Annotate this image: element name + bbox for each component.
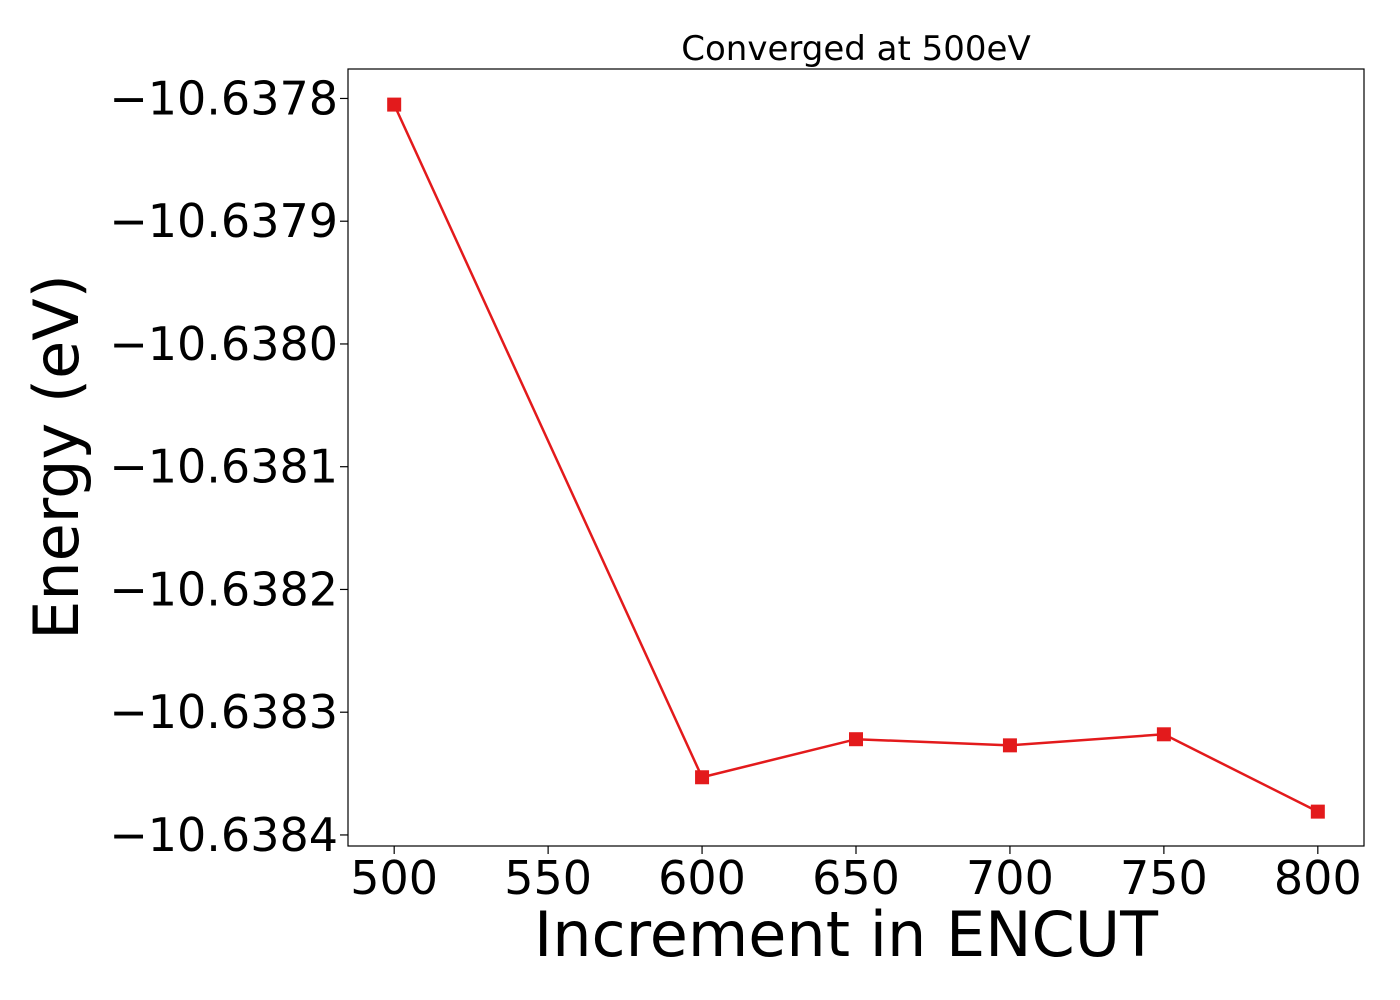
plot-frame [347, 68, 1365, 847]
data-point [387, 97, 402, 112]
x-tick-label: 700 [966, 851, 1054, 905]
x-tick-label: 800 [1274, 851, 1362, 905]
y-tick-label: −10.6381 [109, 440, 338, 494]
data-point [695, 770, 710, 785]
y-tick-label: −10.6379 [109, 194, 338, 248]
y-tick-label: −10.6384 [109, 808, 338, 862]
data-point [1156, 727, 1171, 742]
data-point [1310, 804, 1325, 819]
data-point [1002, 738, 1017, 753]
x-tick-label: 600 [658, 851, 746, 905]
y-tick-label: −10.6383 [109, 685, 338, 739]
y-tick-label: −10.6378 [109, 71, 338, 125]
y-tick-label: −10.6382 [109, 562, 338, 616]
x-tick-label: 750 [1120, 851, 1208, 905]
y-axis-label: Energy (eV) [20, 274, 93, 640]
x-tick-label: 500 [350, 851, 438, 905]
x-tick-label: 550 [504, 851, 592, 905]
chart-title: Converged at 500eV [681, 29, 1030, 69]
y-tick-label: −10.6380 [109, 317, 338, 371]
series-layer [387, 97, 1325, 819]
series-line [393, 104, 1319, 813]
x-tick-label: 650 [812, 851, 900, 905]
x-axis: 500 550 600 650 700 750 800 [350, 846, 1362, 905]
plot-area [347, 68, 1365, 847]
x-axis-label: Increment in ENCUT [534, 898, 1159, 971]
y-axis: −10.6378 −10.6379 −10.6380 −10.6381 −10.6382… [109, 71, 348, 862]
data-point [849, 732, 863, 747]
